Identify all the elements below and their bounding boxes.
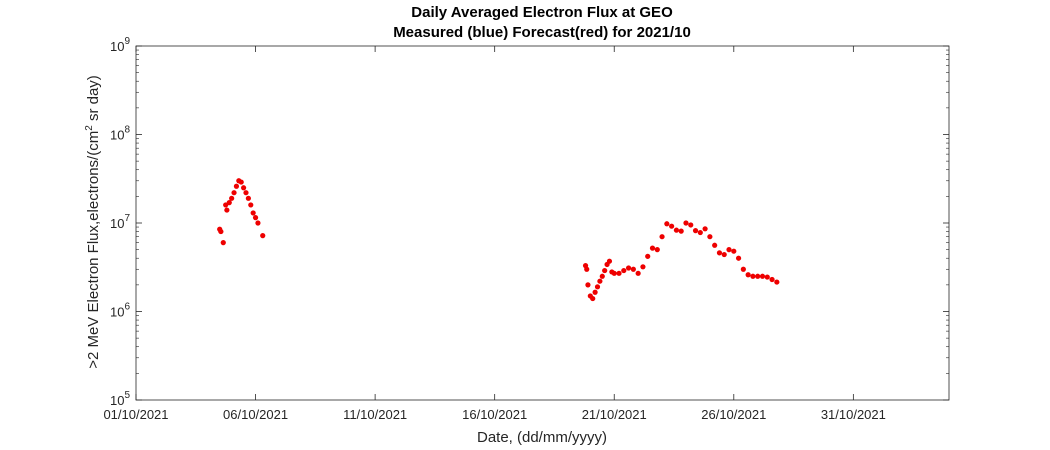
data-point xyxy=(673,227,680,233)
data-point xyxy=(597,278,603,284)
y-tick-label: 108 xyxy=(110,125,130,143)
data-point xyxy=(592,289,598,295)
data-point xyxy=(625,265,632,271)
data-point xyxy=(621,267,627,274)
data-point xyxy=(220,240,226,246)
x-axis: 01/10/2021 06/10/2021 11/10/2021 16/10/2021… xyxy=(103,46,886,422)
data-point xyxy=(692,228,699,234)
data-point xyxy=(243,190,249,196)
data-point xyxy=(764,274,770,280)
data-point xyxy=(248,202,254,208)
y-tick-base: 10 xyxy=(110,216,124,231)
data-point xyxy=(774,279,780,285)
y-axis-label-suffix: sr day) xyxy=(85,75,102,125)
x-tick-label: 16/10/2021 xyxy=(462,407,527,422)
data-point xyxy=(584,266,590,272)
data-point xyxy=(226,200,232,206)
x-tick-label: 26/10/2021 xyxy=(701,407,766,422)
y-tick-label: 105 xyxy=(110,390,130,408)
data-points xyxy=(217,178,780,302)
data-point xyxy=(616,270,622,276)
data-point xyxy=(735,255,742,261)
y-axis-label-prefix: >2 MeV Electron Flux,electrons/(cm xyxy=(85,131,102,369)
data-point xyxy=(224,207,230,213)
data-point xyxy=(654,247,660,253)
data-point xyxy=(238,179,244,185)
data-point xyxy=(250,210,256,216)
y-tick-base: 10 xyxy=(110,39,124,54)
data-point xyxy=(602,267,608,274)
data-point xyxy=(255,220,261,226)
data-point xyxy=(755,273,761,279)
data-point xyxy=(229,195,235,201)
data-point xyxy=(649,245,656,251)
data-point xyxy=(688,222,694,228)
y-tick-base: 10 xyxy=(110,128,124,143)
y-tick-base: 10 xyxy=(110,305,124,320)
chart-title: Daily Averaged Electron Flux at GEO xyxy=(411,4,673,21)
data-point xyxy=(645,253,651,259)
data-point xyxy=(678,228,684,234)
data-point xyxy=(640,264,646,270)
data-point xyxy=(721,251,727,258)
data-point xyxy=(231,190,237,196)
data-point xyxy=(769,276,775,283)
data-point xyxy=(611,270,617,276)
data-point xyxy=(585,282,591,288)
y-axis-label: >2 MeV Electron Flux,electrons/(cm2 sr d… xyxy=(84,75,102,369)
y-tick-base: 10 xyxy=(110,393,124,408)
data-point xyxy=(716,250,723,256)
data-point xyxy=(252,215,259,221)
y-tick-exponent: 9 xyxy=(124,36,130,47)
data-point xyxy=(759,273,766,279)
data-point xyxy=(659,234,665,240)
data-point xyxy=(635,270,641,276)
y-tick-exponent: 7 xyxy=(124,213,130,224)
data-point xyxy=(707,234,713,240)
y-tick-label: 109 xyxy=(110,36,130,54)
y-tick-exponent: 6 xyxy=(124,302,130,313)
chart-subtitle: Measured (blue) Forecast(red) for 2021/1… xyxy=(393,24,691,41)
y-tick-label: 107 xyxy=(110,213,130,231)
y-axis-label-superscript: 2 xyxy=(84,125,95,131)
y-tick-exponent: 5 xyxy=(124,390,130,401)
data-point xyxy=(683,220,689,226)
data-point xyxy=(731,248,737,254)
data-point xyxy=(664,221,670,227)
x-tick-label: 11/10/2021 xyxy=(343,407,407,422)
data-point xyxy=(726,247,732,253)
data-point xyxy=(233,183,240,189)
data-point xyxy=(740,266,746,272)
x-tick-label: 01/10/2021 xyxy=(103,407,168,422)
x-tick-label: 06/10/2021 xyxy=(223,407,288,422)
data-point xyxy=(606,258,613,264)
data-point xyxy=(241,185,247,191)
data-point xyxy=(702,226,708,232)
data-point xyxy=(260,233,266,239)
data-point xyxy=(745,272,751,278)
data-point xyxy=(750,273,756,279)
x-tick-label: 31/10/2021 xyxy=(821,407,886,422)
data-point xyxy=(245,195,251,201)
y-tick-label: 106 xyxy=(110,302,130,320)
x-axis-label: Date, (dd/mm/yyyy) xyxy=(477,429,607,446)
data-point xyxy=(630,266,636,272)
x-tick-label: 21/10/2021 xyxy=(582,407,647,422)
data-point xyxy=(669,223,675,229)
data-point xyxy=(697,229,703,236)
y-tick-exponent: 8 xyxy=(124,125,130,136)
data-point xyxy=(590,295,596,302)
data-point xyxy=(712,242,718,248)
data-point xyxy=(218,228,224,235)
data-point xyxy=(594,284,601,290)
data-point xyxy=(599,273,605,279)
